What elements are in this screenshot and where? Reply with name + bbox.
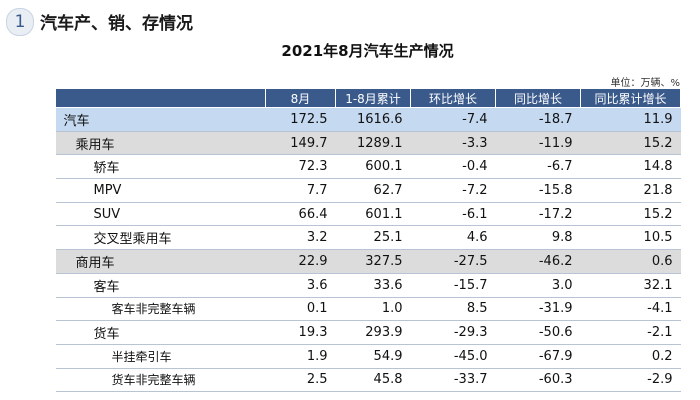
cell: 62.7: [335, 178, 411, 203]
cell: -18.7: [495, 107, 581, 132]
cell: 600.1: [335, 154, 411, 180]
cell: 1289.1: [335, 131, 411, 156]
cell: -27.5: [410, 249, 496, 274]
cell: -0.4: [410, 154, 496, 180]
cell: 0.1: [265, 297, 336, 322]
cell: 54.9: [335, 344, 411, 369]
cell: 0.6: [580, 249, 681, 274]
row-label: 货车非完整车辆: [55, 368, 266, 393]
row-label: 乘用车: [55, 131, 266, 156]
cell: -17.2: [495, 202, 581, 227]
cell: 15.2: [580, 202, 681, 227]
cell: 10.5: [580, 225, 681, 251]
cell: 7.7: [265, 178, 336, 203]
cell: 66.4: [265, 202, 336, 227]
cell: 21.8: [580, 178, 681, 203]
cell: 1.9: [265, 344, 336, 369]
cell: 4.6: [410, 225, 496, 251]
table-row: SUV 66.4 601.1 -6.1 -17.2 15.2: [55, 202, 681, 227]
cell: -15.7: [410, 273, 496, 298]
cell: 72.3: [265, 154, 336, 180]
section-title: 汽车产、销、存情况: [40, 14, 193, 34]
table-row: 客车非完整车辆 0.1 1.0 8.5 -31.9 -4.1: [55, 297, 681, 322]
header-cell: 同比增长: [495, 88, 581, 108]
cell: -6.7: [495, 154, 581, 180]
table-title: 2021年8月汽车生产情况: [281, 42, 454, 60]
table-row: 交叉型乘用车 3.2 25.1 4.6 9.8 10.5: [55, 225, 681, 251]
cell: -50.6: [495, 320, 581, 345]
header-row: 8月 1-8月累计 环比增长 同比增长 同比累计增长: [55, 88, 681, 108]
cell: 3.2: [265, 225, 336, 251]
section-number: 1: [6, 8, 34, 36]
table-row: 轿车 72.3 600.1 -0.4 -6.7 14.8: [55, 154, 681, 180]
cell: 11.9: [580, 107, 681, 132]
cell: -4.1: [580, 297, 681, 322]
cell: 45.8: [335, 368, 411, 393]
cell: -2.1: [580, 320, 681, 345]
cell: 14.8: [580, 154, 681, 180]
row-label: SUV: [55, 202, 266, 227]
header-cell: 8月: [265, 88, 336, 108]
table-row: 客车 3.6 33.6 -15.7 3.0 32.1: [55, 273, 681, 298]
row-label: 客车非完整车辆: [55, 297, 266, 322]
table-row: MPV 7.7 62.7 -7.2 -15.8 21.8: [55, 178, 681, 203]
row-label: 客车: [55, 273, 266, 298]
cell: 327.5: [335, 249, 411, 274]
cell: 15.2: [580, 131, 681, 156]
row-label: 半挂牵引车: [55, 344, 266, 369]
cell: 8.5: [410, 297, 496, 322]
cell: -33.7: [410, 368, 496, 393]
row-label: 货车: [55, 320, 266, 345]
cell: -29.3: [410, 320, 496, 345]
cell: 149.7: [265, 131, 336, 156]
cell: 1.0: [335, 297, 411, 322]
row-label: 轿车: [55, 154, 266, 180]
table-row: 货车非完整车辆 2.5 45.8 -33.7 -60.3 -2.9: [55, 368, 681, 393]
cell: 601.1: [335, 202, 411, 227]
cell: -3.3: [410, 131, 496, 156]
cell: -6.1: [410, 202, 496, 227]
cell: -7.4: [410, 107, 496, 132]
row-label: MPV: [55, 178, 266, 203]
header-cell: 环比增长: [410, 88, 496, 108]
table-row: 商用车 22.9 327.5 -27.5 -46.2 0.6: [55, 249, 681, 274]
cell: -31.9: [495, 297, 581, 322]
cell: 293.9: [335, 320, 411, 345]
cell: 22.9: [265, 249, 336, 274]
cell: -11.9: [495, 131, 581, 156]
cell: -45.0: [410, 344, 496, 369]
table-row: 乘用车 149.7 1289.1 -3.3 -11.9 15.2: [55, 131, 681, 156]
table-row: 汽车 172.5 1616.6 -7.4 -18.7 11.9: [55, 107, 681, 132]
header-cell: 同比累计增长: [580, 88, 681, 108]
cell: 33.6: [335, 273, 411, 298]
row-label: 交叉型乘用车: [55, 225, 266, 251]
cell: 0.2: [580, 344, 681, 369]
cell: 172.5: [265, 107, 336, 132]
production-table: 8月 1-8月累计 环比增长 同比增长 同比累计增长 汽车 172.5 1616.6 -7.4…: [55, 88, 681, 393]
cell: -15.8: [495, 178, 581, 203]
table-row: 货车 19.3 293.9 -29.3 -50.6 -2.1: [55, 320, 681, 345]
cell: 25.1: [335, 225, 411, 251]
cell: 9.8: [495, 225, 581, 251]
cell: 2.5: [265, 368, 336, 393]
cell: 19.3: [265, 320, 336, 345]
header-cell: 1-8月累计: [335, 88, 411, 108]
cell: -67.9: [495, 344, 581, 369]
table-row: 半挂牵引车 1.9 54.9 -45.0 -67.9 0.2: [55, 344, 681, 369]
cell: -60.3: [495, 368, 581, 393]
header-cell: [55, 88, 266, 108]
cell: 3.0: [495, 273, 581, 298]
row-label: 汽车: [55, 107, 266, 132]
row-label: 商用车: [55, 249, 266, 274]
unit-note: 单位：万辆、%: [610, 78, 680, 89]
cell: -2.9: [580, 368, 681, 393]
cell: 32.1: [580, 273, 681, 298]
cell: -7.2: [410, 178, 496, 203]
cell: -46.2: [495, 249, 581, 274]
cell: 1616.6: [335, 107, 411, 132]
cell: 3.6: [265, 273, 336, 298]
